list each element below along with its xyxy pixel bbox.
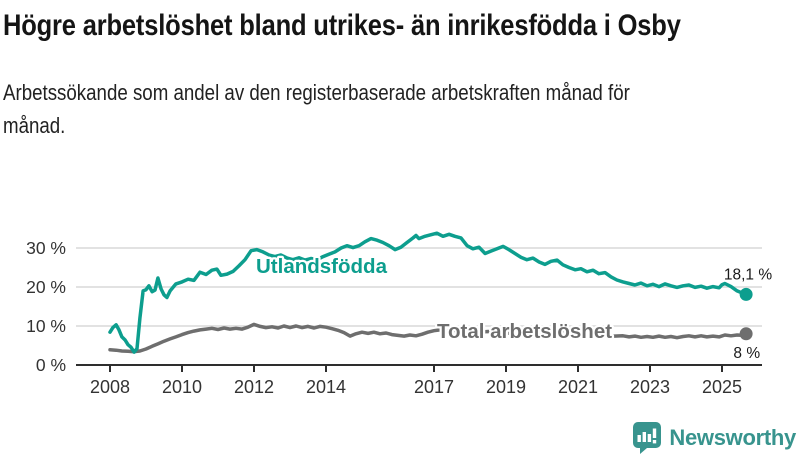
x-axis-tick-label: 2017	[414, 377, 454, 397]
y-axis-tick-label: 0 %	[36, 355, 66, 375]
x-axis-tick-label: 2025	[702, 377, 742, 397]
total-end-dot	[739, 327, 753, 341]
y-axis-tick-label: 30 %	[26, 238, 66, 258]
x-axis-tick-label: 2023	[630, 377, 670, 397]
page-title: Högre arbetslöshet bland utrikes- än inr…	[3, 9, 681, 42]
utlandsfodda-end-dot	[739, 287, 753, 301]
utlandsfodda-end-value: 18,1 %	[724, 266, 772, 283]
x-axis-tick-label: 2012	[234, 377, 274, 397]
newsworthy-logo[interactable]: Newsworthy	[631, 421, 796, 455]
x-axis-tick-label: 2019	[486, 377, 526, 397]
x-axis-tick-label: 2014	[306, 377, 346, 397]
total-end-value: 8 %	[733, 345, 760, 362]
x-axis-tick-label: 2010	[162, 377, 202, 397]
x-axis-tick-label: 2021	[558, 377, 598, 397]
x-axis-tick-label: 2008	[90, 377, 130, 397]
utlandsfodda-series-label: Utlandsfödda	[256, 255, 388, 278]
y-axis-tick-label: 20 %	[26, 277, 66, 297]
newsworthy-logo-text: Newsworthy	[669, 425, 796, 450]
y-axis-tick-label: 10 %	[26, 316, 66, 336]
total-series-label: Total arbetslöshet	[437, 320, 612, 343]
newsworthy-bars-icon	[633, 422, 662, 454]
utlandsfodda-line	[108, 231, 748, 354]
page-subtitle: Arbetssökande som andel av den registerb…	[3, 80, 630, 138]
unemployment-line-chart: 0 % 10 % 20 % 30 % 2008 2010 2012 2014 2017 2019 2…	[26, 231, 772, 397]
total-line	[108, 322, 748, 354]
